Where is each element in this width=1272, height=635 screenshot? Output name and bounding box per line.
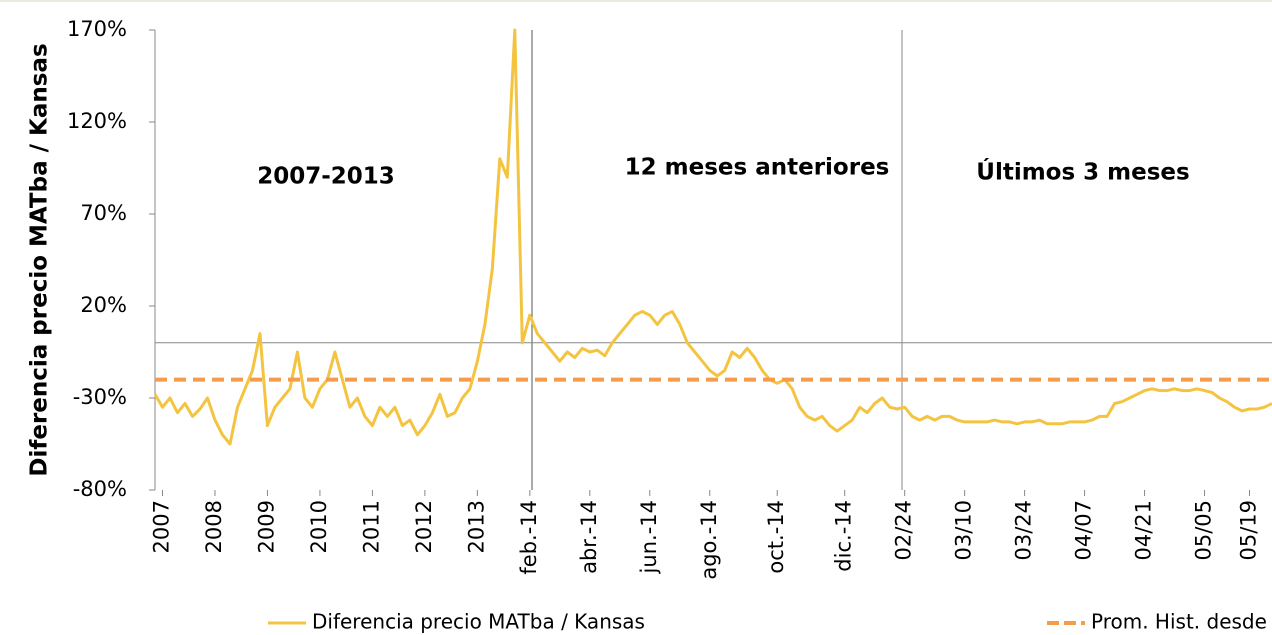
x-tick-label: oct.-14 xyxy=(764,500,788,574)
x-tick-label: 03/24 xyxy=(1012,500,1036,561)
annotation: Últimos 3 meses xyxy=(976,158,1189,186)
annotation: 2007-2013 xyxy=(257,164,395,190)
y-tick-label: 120% xyxy=(67,109,127,133)
x-tick-label: jun.-14 xyxy=(637,500,661,574)
y-tick-label: -30% xyxy=(73,385,127,409)
x-tick-label: dic.-14 xyxy=(832,500,856,572)
x-tick-label: ago.-14 xyxy=(697,500,721,580)
legend-label: Diferencia precio MATba / Kansas xyxy=(312,610,645,634)
x-tick-label: 2010 xyxy=(307,500,331,553)
x-tick-label: 05/05 xyxy=(1192,500,1216,561)
x-tick-label: feb.-14 xyxy=(517,500,541,575)
x-tick-label: 2011 xyxy=(359,500,383,553)
x-tick-label: 05/19 xyxy=(1237,500,1261,561)
x-tick-label: 2012 xyxy=(412,500,436,553)
x-tick-label: 03/10 xyxy=(952,500,976,561)
legend-label: Prom. Hist. desde 31/3/03 xyxy=(1091,610,1272,634)
y-tick-label: 170% xyxy=(67,17,127,41)
x-tick-label: 02/24 xyxy=(892,500,916,561)
annotation: 12 meses anteriores xyxy=(625,155,890,181)
x-tick-label: 2013 xyxy=(464,500,488,553)
x-tick-label: 2009 xyxy=(254,500,278,553)
y-tick-label: -80% xyxy=(73,477,127,501)
x-tick-label: 04/21 xyxy=(1132,500,1156,561)
y-tick-label: 20% xyxy=(80,293,127,317)
series-line xyxy=(153,28,1272,446)
x-tick-label: 2007 xyxy=(149,500,173,553)
y-tick-label: 70% xyxy=(80,201,127,225)
x-tick-label: 04/07 xyxy=(1072,500,1096,561)
x-tick-label: abr.-14 xyxy=(577,500,601,574)
y-axis-label: Diferencia precio MATba / Kansas xyxy=(27,43,53,476)
x-tick-label: 2008 xyxy=(202,500,226,553)
